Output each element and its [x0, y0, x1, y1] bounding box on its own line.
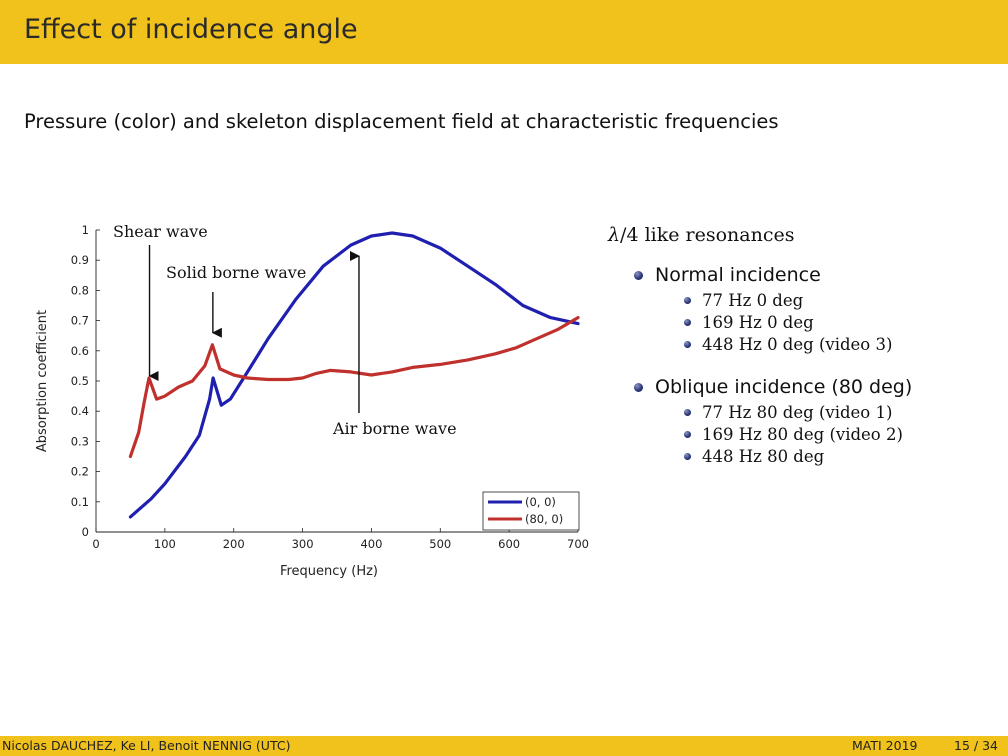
bullet-ball-icon	[684, 453, 691, 460]
bullet-ball-icon	[684, 431, 691, 438]
y-tick-label: 0.8	[71, 283, 89, 297]
group-oblique-incidence: Oblique incidence (80 deg) 77 Hz 80 deg …	[608, 374, 998, 468]
list-item: 448 Hz 80 deg	[608, 446, 998, 468]
bullet-ball-icon	[634, 383, 643, 392]
bullet-ball-icon	[684, 409, 691, 416]
bullet-label: Oblique incidence (80 deg)	[655, 376, 913, 398]
list-item: 77 Hz 0 deg	[608, 290, 998, 312]
chart-legend: (0, 0) (80, 0)	[482, 491, 580, 531]
x-tick-label: 100	[154, 537, 176, 551]
bullet-label: Normal incidence	[655, 264, 821, 286]
annotation-shear-wave: Shear wave	[113, 222, 208, 241]
y-tick-label: 0.7	[71, 314, 89, 328]
x-tick-label: 0	[92, 537, 99, 551]
footer-page-number: 15 / 34	[954, 738, 998, 753]
x-tick-label: 500	[429, 537, 451, 551]
series-line-1	[128, 316, 580, 459]
bullet-ball-icon	[684, 341, 691, 348]
x-tick-label: 300	[292, 537, 314, 551]
x-tick-label: 600	[498, 537, 520, 551]
legend-label-0-0: (0, 0)	[525, 495, 556, 509]
list-item: 169 Hz 80 deg (video 2)	[608, 424, 998, 446]
item-text: 169 Hz 0 deg	[702, 313, 814, 332]
y-tick-label: 0.3	[71, 434, 89, 448]
y-tick-label: 0.6	[71, 344, 89, 358]
annotation-solid-borne-wave: Solid borne wave	[166, 263, 306, 282]
lambda-symbol: λ	[608, 224, 621, 246]
y-tick-label: 0.2	[71, 465, 89, 479]
bullet-ball-icon	[684, 297, 691, 304]
x-tick-label: 400	[360, 537, 382, 551]
normal-incidence-list: 77 Hz 0 deg 169 Hz 0 deg 448 Hz 0 deg (v…	[608, 290, 998, 356]
y-axis-label: Absorption coefficient	[35, 310, 50, 452]
bullet-ball-icon	[634, 271, 643, 280]
bullet-normal-incidence: Normal incidence	[608, 262, 998, 288]
y-tick-label: 1	[82, 223, 89, 237]
slide-title: Effect of incidence angle	[24, 14, 358, 45]
absorption-chart: 0 100 200 300 400 500 600 700 0 0.1 0.2 0.3 0.4 0.5 0.…	[35, 222, 589, 579]
y-tick-label: 0.1	[71, 495, 89, 509]
footer-authors: Nicolas DAUCHEZ, Ke LI, Benoit NENNIG (U…	[2, 738, 291, 753]
plot-axes: 0 100 200 300 400 500 600 700 0 0.1 0.2 0.3 0.4 0.5 0.…	[71, 223, 589, 551]
list-item: 169 Hz 0 deg	[608, 312, 998, 334]
series-line-0	[128, 231, 580, 519]
y-tick-label: 0.4	[71, 404, 89, 418]
oblique-incidence-list: 77 Hz 80 deg (video 1) 169 Hz 80 deg (vi…	[608, 402, 998, 468]
group-normal-incidence: Normal incidence 77 Hz 0 deg 169 Hz 0 de…	[608, 262, 998, 356]
item-text: 77 Hz 0 deg	[702, 291, 804, 310]
bullet-oblique-incidence: Oblique incidence (80 deg)	[608, 374, 998, 400]
x-tick-label: 200	[223, 537, 245, 551]
resonance-bullets: λ/4 like resonances Normal incidence 77 …	[608, 224, 998, 486]
title-bar: Effect of incidence angle	[0, 0, 1008, 64]
y-tick-label: 0.9	[71, 253, 89, 267]
y-tick-label: 0	[82, 525, 89, 539]
slide-subtitle: Pressure (color) and skeleton displaceme…	[24, 110, 779, 133]
heading-text: /4 like resonances	[620, 224, 795, 246]
x-axis-label: Frequency (Hz)	[280, 564, 378, 579]
legend-label-80-0: (80, 0)	[525, 512, 563, 526]
footer-conference: MATI 2019	[852, 738, 918, 753]
legend-box	[482, 491, 580, 531]
x-tick-label: 700	[567, 537, 589, 551]
y-tick-label: 0.5	[71, 374, 89, 388]
annotation-air-borne-wave: Air borne wave	[332, 419, 457, 438]
bullets-heading: λ/4 like resonances	[608, 224, 998, 246]
list-item: 448 Hz 0 deg (video 3)	[608, 334, 998, 356]
bullet-ball-icon	[684, 319, 691, 326]
item-text: 448 Hz 0 deg (video 3)	[702, 335, 893, 354]
item-text: 77 Hz 80 deg (video 1)	[702, 403, 893, 422]
footer-bar: Nicolas DAUCHEZ, Ke LI, Benoit NENNIG (U…	[0, 736, 1008, 756]
list-item: 77 Hz 80 deg (video 1)	[608, 402, 998, 424]
item-text: 169 Hz 80 deg (video 2)	[702, 425, 903, 444]
plot-lines	[128, 231, 580, 519]
plot-annotations: Shear wave Solid borne wave Air borne wa…	[113, 222, 457, 438]
item-text: 448 Hz 80 deg	[702, 447, 825, 466]
